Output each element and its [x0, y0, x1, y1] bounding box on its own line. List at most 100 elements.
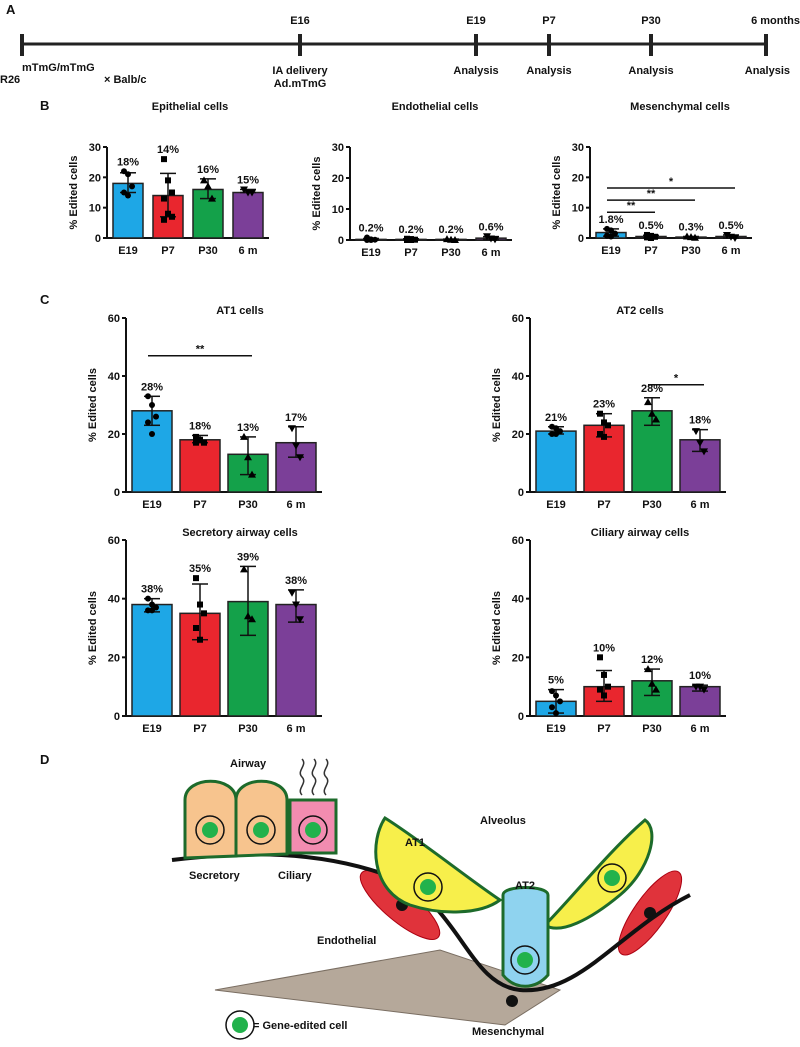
significance-label: * [669, 176, 674, 188]
data-point-circle [149, 607, 155, 614]
data-point-square [161, 195, 167, 202]
y-tick-label: 20 [512, 429, 524, 441]
chart-title: Endothelial cells [392, 101, 479, 113]
data-point-triangle [200, 176, 208, 184]
data-point-circle [557, 698, 563, 705]
y-tick-label: 0 [114, 711, 120, 723]
legend-label: = Gene-edited cell [253, 1020, 347, 1032]
data-point-triangle [244, 453, 252, 461]
data-label: 15% [237, 174, 259, 186]
data-label: 14% [157, 144, 179, 156]
bar-6m [232, 191, 264, 239]
data-point-triangle [451, 236, 459, 243]
data-label: 18% [189, 420, 211, 432]
data-point-circle [145, 393, 151, 400]
y-tick-label: 40 [108, 594, 120, 606]
data-point-circle [125, 192, 131, 199]
bar-chart-0: Epithelial cells % Edited cells 0 10 20 30 18%… [68, 101, 269, 257]
data-point-square [197, 636, 203, 643]
y-tick-label: 0 [338, 235, 344, 247]
data-label: 0.3% [678, 221, 703, 233]
mesenchymal-cell-shape [214, 949, 562, 1026]
data-point-triangle [244, 612, 252, 620]
data-point-circle [549, 688, 555, 695]
y-axis-label: % Edited cells [491, 368, 503, 442]
timeline: mTmG/mTmG R26 × Balb/c E16 IA deliveryAd.… [0, 15, 800, 90]
x-tick-label: 6 m [691, 723, 710, 735]
bar-chart-4: AT2 cells % Edited cells 0 20 40 60 21% E19 23% P… [491, 305, 726, 511]
data-point-square [601, 419, 607, 426]
data-point-square [197, 436, 203, 443]
nucleus-ring-icon [510, 945, 540, 975]
gene-edited-nucleus-icon [305, 822, 321, 838]
y-tick-label: 10 [572, 203, 584, 215]
significance-label: ** [647, 188, 656, 200]
chart-title: Epithelial cells [152, 101, 228, 113]
data-label: 0.5% [718, 220, 743, 232]
label-mesenchymal: Mesenchymal [472, 1026, 544, 1038]
data-point-triangle [648, 409, 656, 417]
gene-edited-nucleus-icon [604, 870, 620, 886]
data-point-inverted-triangle [483, 233, 491, 241]
panel-label-c: C [40, 292, 50, 307]
data-label: 5% [548, 675, 564, 687]
data-point-circle [368, 237, 374, 243]
data-point-square [193, 625, 199, 631]
data-point-square [644, 234, 650, 241]
data-point-circle [153, 413, 159, 420]
x-tick-label: P30 [642, 723, 662, 735]
data-point-square [169, 213, 175, 220]
x-tick-label: 6 m [287, 723, 306, 735]
timeline-event-label: P7 [542, 15, 555, 27]
data-point-inverted-triangle [696, 683, 704, 691]
data-point-inverted-triangle [700, 686, 708, 694]
y-tick-label: 20 [512, 652, 524, 664]
data-point-triangle [240, 565, 248, 573]
data-label: 18% [689, 415, 711, 427]
data-label: 0.2% [398, 224, 423, 236]
data-point-square [605, 683, 611, 690]
y-tick-label: 10 [332, 204, 344, 216]
data-point-circle [129, 183, 135, 190]
at1-cell-left [374, 815, 503, 914]
label-alveolus: Alveolus [480, 815, 526, 827]
data-label: 38% [285, 575, 307, 587]
gene-edited-nucleus-icon [420, 879, 436, 895]
chart-title: Ciliary airway cells [591, 527, 689, 539]
y-tick-label: 40 [512, 371, 524, 383]
data-point-inverted-triangle [288, 425, 296, 433]
data-point-triangle [652, 415, 660, 423]
data-point-inverted-triangle [696, 439, 704, 447]
data-point-circle [125, 171, 131, 178]
timeline-event-label: E19 [466, 15, 486, 27]
y-tick-label: 20 [108, 429, 120, 441]
data-point-inverted-triangle [491, 236, 499, 244]
x-tick-label: P7 [193, 499, 206, 511]
mesenchymal-nucleus [506, 995, 518, 1007]
data-point-circle [608, 233, 614, 240]
label-endothelial: Endothelial [317, 935, 376, 947]
data-point-triangle [248, 615, 256, 623]
x-tick-label: 6 m [239, 245, 258, 257]
chart-title: Secretory airway cells [182, 527, 298, 539]
cilia-icon [299, 758, 329, 796]
data-point-inverted-triangle [248, 189, 256, 197]
nucleus-ring-icon [246, 815, 276, 845]
x-tick-label: P30 [238, 723, 258, 735]
gene-edited-nuclei [195, 815, 627, 1040]
label-secretory: Secretory [189, 870, 241, 882]
data-point-inverted-triangle [731, 235, 739, 242]
at2-cell [501, 886, 550, 988]
data-point-square [652, 233, 658, 240]
x-tick-label: 6 m [482, 247, 501, 259]
data-point-triangle [644, 665, 652, 673]
x-tick-label: E19 [546, 499, 566, 511]
bar-chart-1: Endothelial cells % Edited cells 0 10 20 30 0.… [311, 101, 512, 259]
timeline-cross-label: × Balb/c [104, 74, 147, 86]
data-point-inverted-triangle [723, 231, 731, 239]
data-point-square [201, 439, 207, 446]
data-point-inverted-triangle [296, 616, 304, 624]
data-label: 21% [545, 412, 567, 424]
data-label: 39% [237, 551, 259, 563]
data-point-square [161, 156, 167, 163]
